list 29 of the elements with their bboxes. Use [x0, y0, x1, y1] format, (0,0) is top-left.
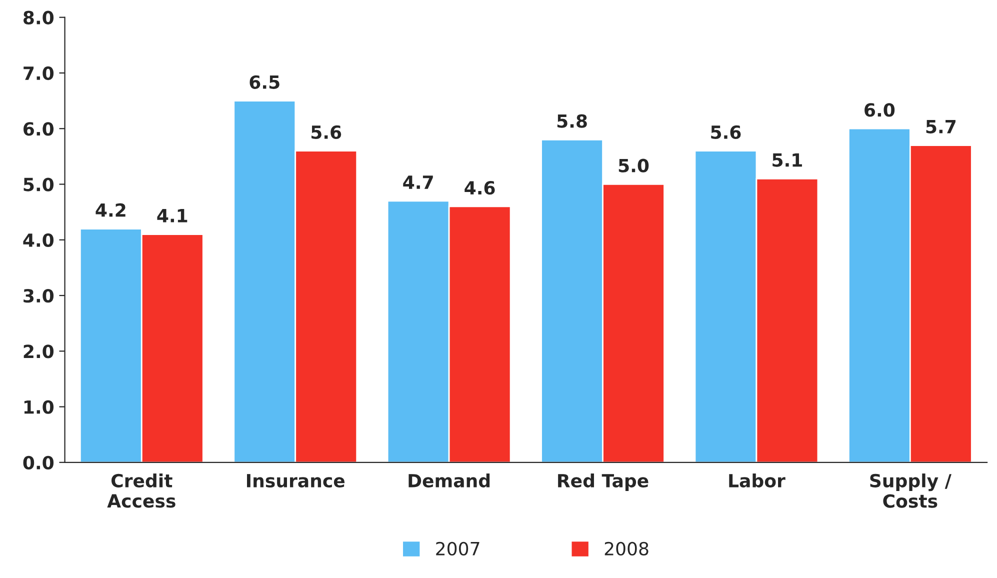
y-tick-label: 7.0	[24, 66, 54, 80]
data-label: 5.6	[312, 125, 342, 140]
x-tick-label: Credit Access	[107, 474, 176, 508]
x-tick-label: Labor	[729, 474, 786, 488]
data-label: 6.5	[250, 75, 280, 89]
data-label: 6.0	[864, 103, 895, 117]
data-label: 5.6	[711, 125, 741, 140]
data-label: 5.8	[557, 114, 587, 128]
data-label: 4.2	[96, 203, 126, 217]
y-tick-label: 0.0	[23, 456, 54, 470]
y-tick-label: 6.0	[24, 122, 54, 136]
data-label: 4.7	[403, 176, 433, 189]
data-label: 4.6	[464, 181, 495, 195]
data-label: 5.1	[772, 153, 802, 167]
legend-label: 2008	[604, 542, 648, 556]
x-tick-label: Demand	[408, 474, 490, 488]
y-tick-label: 5.0	[24, 178, 54, 192]
y-tick-label: 3.0	[24, 288, 54, 303]
data-label: 5.0	[618, 158, 649, 172]
x-tick-label: Supply / Costs	[870, 474, 952, 508]
x-tick-label: Insurance	[246, 474, 345, 488]
x-tick-label: Red Tape	[558, 474, 648, 491]
y-tick-label: 8.0	[24, 10, 54, 24]
legend-label: 2007	[436, 542, 480, 556]
data-label: 4.1	[157, 209, 188, 222]
y-tick-label: 2.0	[24, 344, 54, 358]
y-tick-label: 1.0	[24, 400, 54, 414]
data-label: 5.7	[926, 120, 956, 134]
y-tick-label: 4.0	[23, 233, 54, 247]
